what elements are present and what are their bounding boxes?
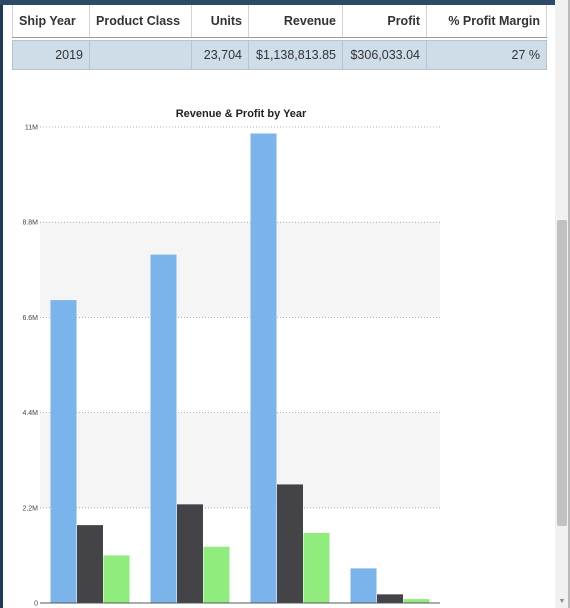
chart-band <box>40 412 440 508</box>
cell-profit-margin: 27 % <box>426 40 547 70</box>
table-row[interactable]: 2019 23,704 $1,138,813.85 $306,033.04 27… <box>12 40 547 70</box>
bar <box>103 555 130 603</box>
bar <box>50 300 77 603</box>
scroll-down-arrow-icon[interactable]: ▼ <box>558 598 566 605</box>
bar <box>77 525 103 603</box>
col-header-profit-margin[interactable]: % Profit Margin <box>426 5 547 38</box>
col-header-ship-year[interactable]: Ship Year <box>12 5 90 38</box>
revenue-profit-chart: 0 2.2M 4.4M 6.6M 8.8M 11M Revenue & Profit by… <box>22 108 440 608</box>
chart-band <box>40 222 440 318</box>
bar <box>303 532 330 603</box>
grid-header-row: Ship Year Product Class Units Revenue Pr… <box>12 5 547 38</box>
y-tick-label: 2.2M <box>22 505 38 512</box>
bar <box>277 484 303 603</box>
cell-ship-year: 2019 <box>12 40 90 70</box>
bar <box>350 568 377 603</box>
y-tick-label: 4.4M <box>22 410 38 417</box>
y-tick-label: 8.8M <box>22 220 38 227</box>
col-header-product-class[interactable]: Product Class <box>89 5 192 38</box>
cell-product-class <box>89 40 192 70</box>
window-left-edge <box>0 0 3 608</box>
window-right-edge <box>568 0 570 608</box>
col-header-units[interactable]: Units <box>191 5 249 38</box>
y-tick-label: 0 <box>34 601 38 608</box>
bar <box>377 594 403 603</box>
col-header-revenue[interactable]: Revenue <box>248 5 343 38</box>
chart-bars <box>50 133 430 603</box>
header-bar <box>0 0 555 5</box>
bar <box>177 504 203 603</box>
cell-profit: $306,033.04 <box>342 40 427 70</box>
chart-gridlines <box>40 126 440 509</box>
bar <box>150 254 177 603</box>
cell-units: 23,704 <box>191 40 249 70</box>
data-grid: Ship Year Product Class Units Revenue Pr… <box>12 5 547 70</box>
scrollbar-thumb[interactable] <box>557 220 567 526</box>
bar <box>203 546 230 603</box>
bar <box>250 133 277 603</box>
y-axis: 0 2.2M 4.4M 6.6M 8.8M 11M <box>22 125 440 608</box>
bar <box>403 599 430 603</box>
y-tick-label: 6.6M <box>22 315 38 322</box>
col-header-profit[interactable]: Profit <box>342 5 427 38</box>
cell-revenue: $1,138,813.85 <box>248 40 343 70</box>
chart-title: Revenue & Profit by Year <box>176 108 307 120</box>
chart-bands <box>40 222 440 508</box>
y-tick-label: 11M <box>25 125 38 132</box>
